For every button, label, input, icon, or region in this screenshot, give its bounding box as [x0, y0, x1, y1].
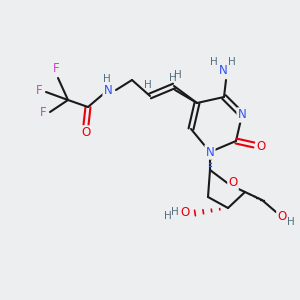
- Text: H: H: [164, 211, 172, 221]
- Text: H: H: [103, 74, 111, 84]
- Text: H: H: [210, 57, 218, 67]
- Text: H: H: [228, 57, 236, 67]
- Text: O: O: [81, 127, 91, 140]
- Text: O: O: [278, 209, 286, 223]
- Text: N: N: [103, 83, 112, 97]
- Text: H: H: [171, 207, 179, 217]
- Text: H: H: [174, 70, 182, 80]
- Text: N: N: [238, 109, 246, 122]
- Text: O: O: [256, 140, 266, 154]
- Text: N: N: [219, 64, 227, 77]
- Text: H: H: [169, 73, 177, 83]
- Text: H: H: [287, 217, 295, 227]
- Text: F: F: [53, 62, 59, 76]
- Text: O: O: [180, 206, 190, 218]
- Text: F: F: [40, 106, 46, 118]
- Text: H: H: [144, 80, 152, 90]
- Text: N: N: [206, 146, 214, 158]
- Text: F: F: [36, 85, 42, 98]
- Text: O: O: [228, 176, 238, 190]
